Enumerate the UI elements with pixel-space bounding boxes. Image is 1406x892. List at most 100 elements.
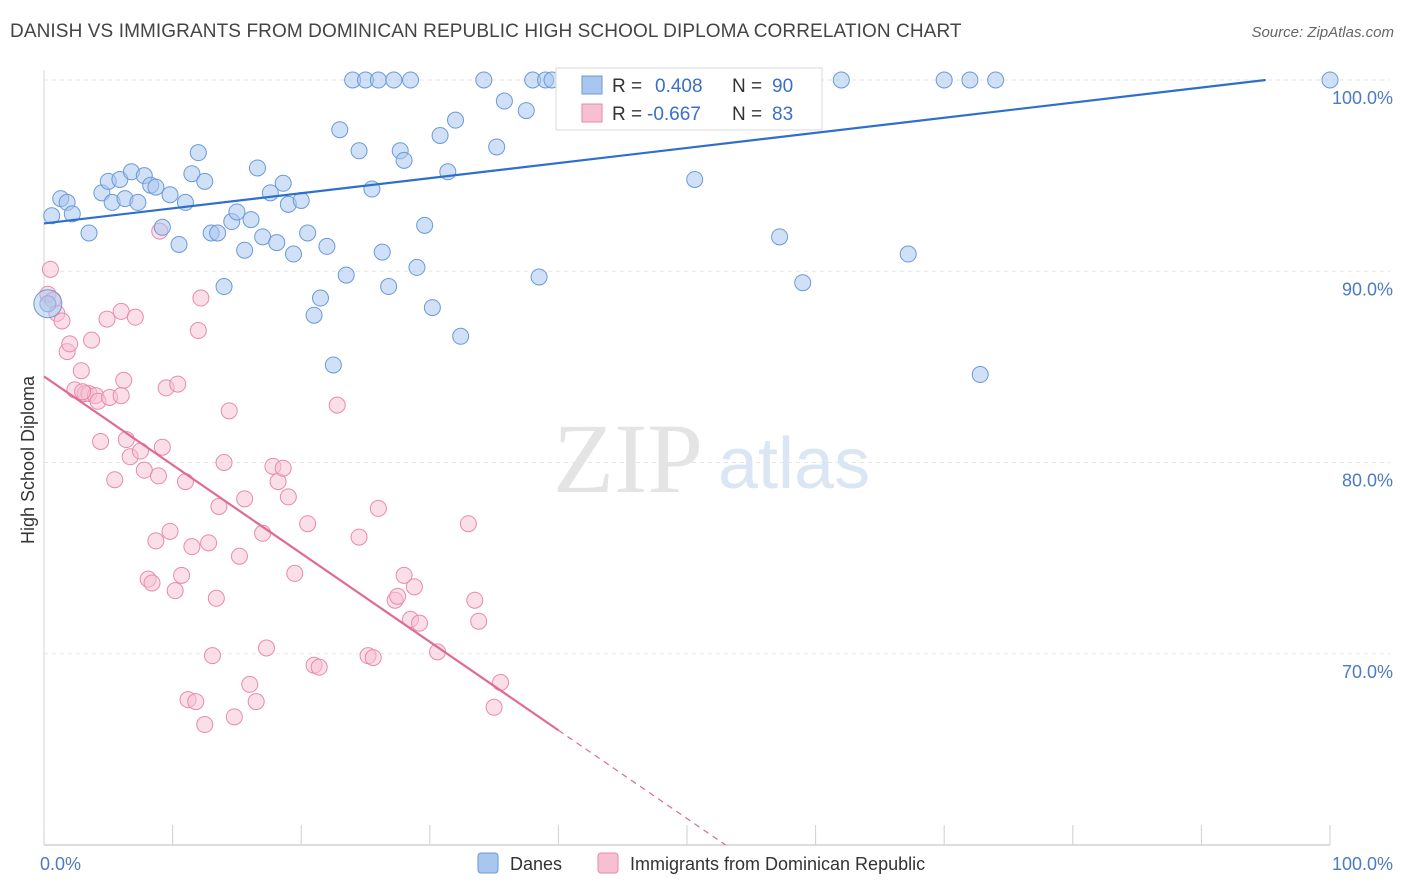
dominican-point xyxy=(485,698,503,716)
dominican-point xyxy=(115,371,133,389)
dominican-trend-line xyxy=(43,375,560,732)
dominican-point xyxy=(466,591,484,609)
danes-point xyxy=(832,71,850,89)
danes-point xyxy=(416,216,434,234)
danes-point xyxy=(331,121,349,139)
stats-dom-r-label: R = xyxy=(612,104,642,125)
danes-point xyxy=(228,203,246,221)
danes-point xyxy=(63,205,81,223)
y-tick-label: 100.0% xyxy=(1332,88,1393,108)
dominican-point xyxy=(169,375,187,393)
chart-title: DANISH VS IMMIGRANTS FROM DOMINICAN REPU… xyxy=(10,21,962,42)
danes-point xyxy=(242,211,260,229)
danes-point xyxy=(971,366,989,384)
dominican-point xyxy=(189,322,207,340)
dominican-point xyxy=(286,564,304,582)
danes-point xyxy=(311,289,329,307)
stats-dom-n-value: 83 xyxy=(772,104,793,125)
danes-point xyxy=(324,356,342,374)
dominican-point xyxy=(53,312,71,330)
danes-point xyxy=(284,245,302,263)
dominican-trend-extension xyxy=(558,729,726,846)
danes-point-cluster xyxy=(33,289,63,319)
dominican-point xyxy=(470,612,488,630)
legend-danes-label: Danes xyxy=(510,854,562,874)
dominican-point xyxy=(220,402,238,420)
dominican-point xyxy=(112,387,130,405)
danes-point xyxy=(369,71,387,89)
dominican-point xyxy=(106,471,124,489)
dominican-point xyxy=(236,490,254,508)
dominican-point xyxy=(207,589,225,607)
dominican-point xyxy=(161,522,179,540)
y-tick-label: 80.0% xyxy=(1342,471,1393,491)
danes-point xyxy=(961,71,979,89)
axes: 100.0% 90.0% 80.0% 70.0% 0.0% 100.0% xyxy=(40,70,1393,874)
watermark-atlas: atlas xyxy=(718,424,870,504)
dominican-point xyxy=(364,649,382,667)
dominican-point xyxy=(126,308,144,326)
dominican-point xyxy=(72,362,90,380)
danes-point xyxy=(318,237,336,255)
dominican-point xyxy=(112,302,130,320)
danes-point xyxy=(447,111,465,129)
dominican-point xyxy=(203,647,221,665)
danes-point xyxy=(408,258,426,276)
danes-point xyxy=(1321,71,1339,89)
chart-source: Source: ZipAtlas.com xyxy=(1251,24,1394,41)
legend-dom-label: Immigrants from Dominican Republic xyxy=(630,854,925,874)
dominican-point xyxy=(459,515,477,533)
dominican-point xyxy=(192,289,210,307)
legend: Danes Immigrants from Dominican Republic xyxy=(477,852,925,874)
danes-point xyxy=(183,165,201,183)
dominican-point xyxy=(166,582,184,600)
trend-lines xyxy=(43,78,1266,846)
danes-point xyxy=(373,243,391,261)
danes-point xyxy=(305,306,323,324)
danes-point xyxy=(423,299,441,317)
stats-dom-swatch xyxy=(581,103,603,123)
dominican-point xyxy=(299,515,317,533)
danes-point xyxy=(686,170,704,188)
dominican-point xyxy=(61,335,79,353)
dominican-point xyxy=(257,639,275,657)
dominican-point xyxy=(196,716,214,734)
stats-danes-n-label: N = xyxy=(732,76,762,97)
danes-point xyxy=(236,241,254,259)
dominican-point xyxy=(74,383,92,401)
danes-point xyxy=(350,142,368,160)
dominican-point xyxy=(274,459,292,477)
x-tick-label-min: 0.0% xyxy=(40,854,81,874)
danes-point xyxy=(402,71,420,89)
dominican-point xyxy=(153,438,171,456)
danes-point xyxy=(395,151,413,169)
dominican-point xyxy=(183,538,201,556)
dominican-point xyxy=(135,461,153,479)
danes-point xyxy=(268,234,286,252)
danes-point xyxy=(794,274,812,292)
y-axis-label: High School Diploma xyxy=(18,375,38,544)
danes-point xyxy=(495,92,513,110)
dominican-point xyxy=(492,673,510,691)
y-tick-label: 90.0% xyxy=(1342,279,1393,299)
danes-point xyxy=(209,224,227,242)
grid xyxy=(44,79,1390,655)
dominican-point xyxy=(143,574,161,592)
dominican-point xyxy=(350,528,368,546)
dominican-point xyxy=(411,614,429,632)
dominican-point xyxy=(98,310,116,328)
danes-point xyxy=(771,228,789,246)
stats-danes-r-value: 0.408 xyxy=(655,76,703,97)
danes-point xyxy=(488,138,506,156)
dominican-point xyxy=(200,534,218,552)
stats-dom-r-value: -0.667 xyxy=(647,104,701,125)
dominican-point xyxy=(369,499,387,517)
dominican-point xyxy=(149,467,167,485)
danes-point xyxy=(385,71,403,89)
dominican-point xyxy=(92,432,110,450)
danes-point xyxy=(530,268,548,286)
danes-point xyxy=(475,71,493,89)
y-tick-label: 70.0% xyxy=(1342,662,1393,682)
stats-dom-n-label: N = xyxy=(732,104,762,125)
